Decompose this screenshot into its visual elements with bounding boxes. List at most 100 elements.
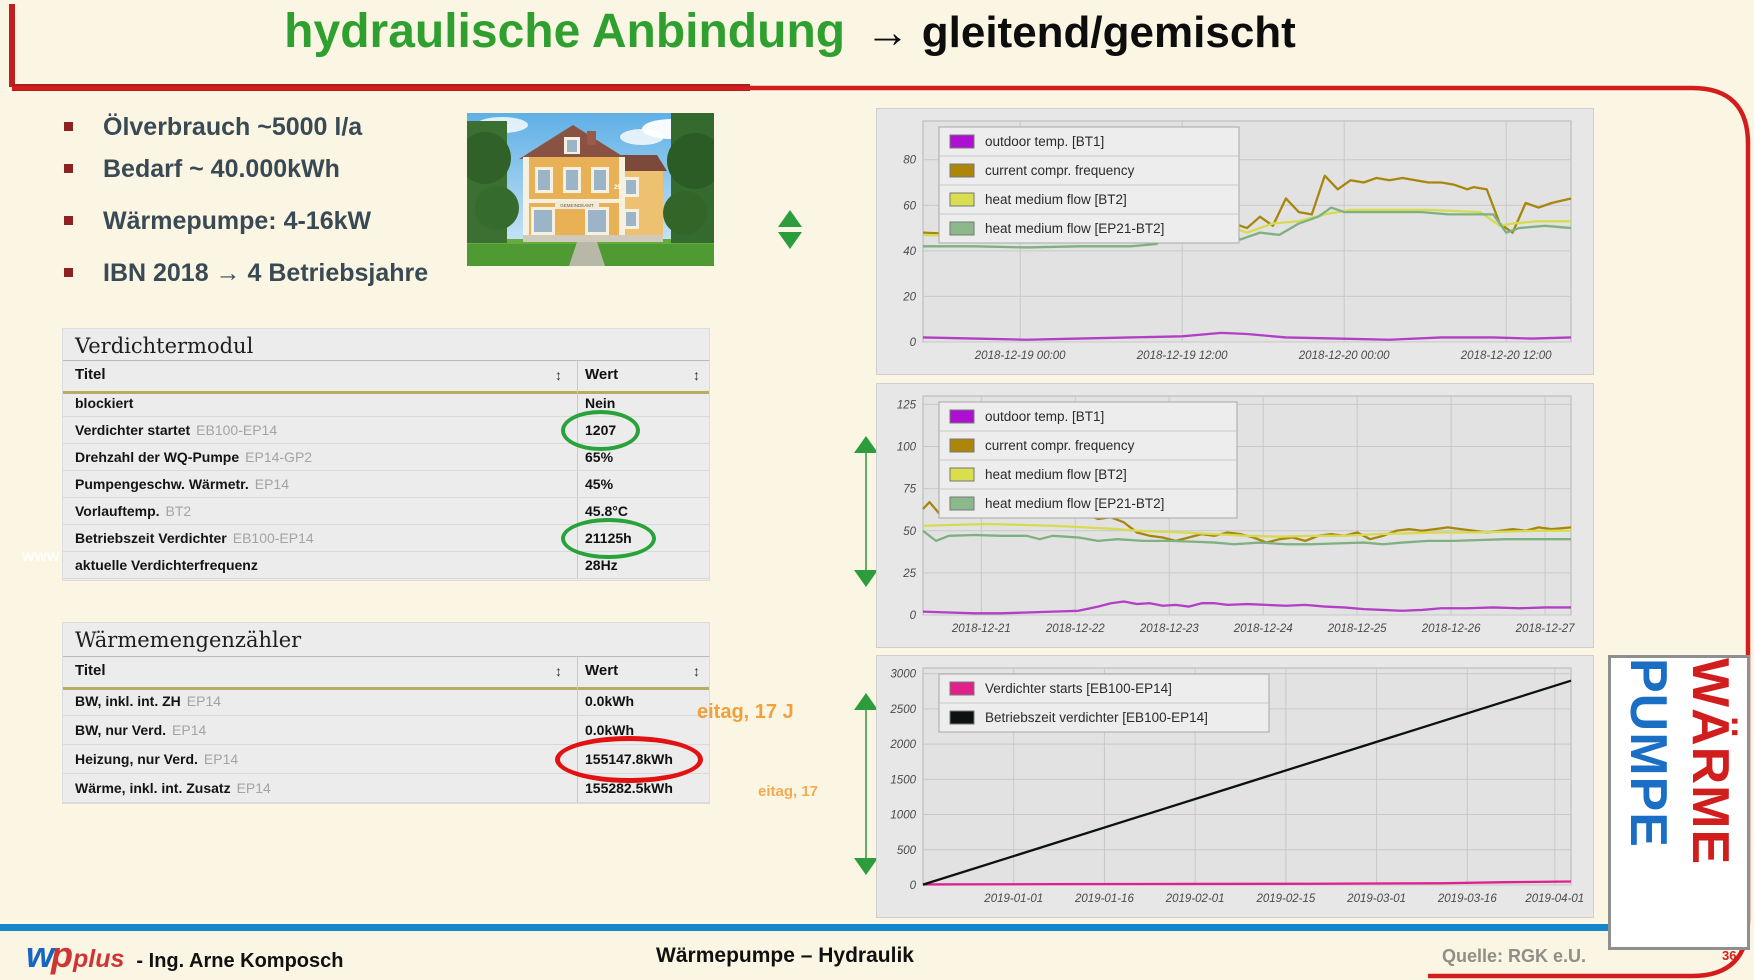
footer-brand: w p plus - Ing. Arne Komposch bbox=[26, 934, 343, 976]
legend-label: heat medium flow [EP21-BT2] bbox=[985, 496, 1164, 511]
x-tick-label: 2018-12-22 bbox=[1045, 623, 1105, 635]
row-label: Betriebszeit Verdichter EB100-EP14 bbox=[75, 530, 314, 546]
legend-swatch bbox=[949, 192, 975, 207]
column-header-wert[interactable]: Wert bbox=[585, 662, 619, 679]
table-header: Titel ↕ Wert ↕ bbox=[63, 656, 709, 690]
row-code: BT2 bbox=[165, 503, 192, 519]
logo-word-waerme: WÄRME bbox=[1681, 658, 1739, 866]
bullet-text: IBN 2018 → 4 Betriebsjahre bbox=[103, 259, 429, 287]
legend-label: heat medium flow [EP21-BT2] bbox=[985, 221, 1164, 236]
y-tick-label: 80 bbox=[903, 155, 916, 167]
y-tick-label: 500 bbox=[897, 845, 917, 857]
y-tick-label: 75 bbox=[903, 484, 916, 496]
footer-topic: Wärmepumpe – Hydraulik bbox=[656, 944, 914, 967]
y-tick-label: 0 bbox=[910, 610, 917, 622]
footer-author: - Ing. Arne Komposch bbox=[136, 950, 344, 972]
chart-canvas: 0 20 40 60 80 2018-12-19 00:00 2018-12-19 12:0… bbox=[902, 120, 1572, 362]
y-tick-label: 1000 bbox=[890, 810, 916, 822]
y-tick-label: 125 bbox=[897, 399, 917, 411]
table-row: BW, nur Verd. EP14 0.0kWh bbox=[63, 716, 709, 745]
sort-icon[interactable]: ↕ bbox=[693, 367, 700, 383]
row-code: EP14 bbox=[172, 722, 207, 738]
sort-icon[interactable]: ↕ bbox=[555, 367, 562, 383]
legend-swatch bbox=[949, 496, 975, 511]
series-line bbox=[922, 679, 1572, 886]
y-tick-label: 100 bbox=[897, 442, 917, 454]
brand-logo-w: w bbox=[26, 934, 55, 975]
sort-icon[interactable]: ↕ bbox=[693, 663, 700, 679]
x-tick-label: 2018-12-27 bbox=[1515, 623, 1575, 635]
legend-label: outdoor temp. [BT1] bbox=[985, 134, 1104, 149]
series-line bbox=[923, 206, 1572, 249]
building-sign-text: GEMEINDEAMT bbox=[560, 203, 594, 208]
table-row: aktuelle Verdichterfrequenz 28Hz bbox=[63, 552, 709, 579]
legend-label: heat medium flow [BT2] bbox=[985, 467, 1127, 482]
table-title: Verdichtermodul bbox=[75, 334, 254, 358]
green-circle-annotation bbox=[561, 518, 656, 559]
bullet-marker-icon bbox=[64, 164, 73, 173]
footer-source: Quelle: RGK e.U. bbox=[1441, 946, 1586, 966]
y-tick-label: 50 bbox=[903, 526, 916, 538]
row-label: Vorlauftemp. BT2 bbox=[75, 503, 192, 519]
legend-swatch bbox=[949, 221, 975, 236]
green-double-arrow-chart3 bbox=[854, 693, 878, 875]
x-tick-label: 2018-12-20 12:00 bbox=[1460, 350, 1552, 362]
x-tick-label: 2018-12-21 bbox=[951, 623, 1011, 635]
legend-swatch bbox=[949, 710, 975, 725]
x-tick-label: 2018-12-25 bbox=[1327, 623, 1387, 635]
series-line bbox=[922, 600, 1571, 615]
bullet-list: Ölverbrauch ~5000 l/a Bedarf ~ 40.000kWh… bbox=[64, 108, 428, 296]
legend-label: current compr. frequency bbox=[985, 438, 1135, 453]
legend-swatch bbox=[949, 409, 975, 424]
row-value: 1207 bbox=[561, 410, 641, 451]
column-divider bbox=[577, 656, 578, 802]
table-row: Verdichter startet EB100-EP14 1207 bbox=[63, 410, 709, 451]
column-header-titel[interactable]: Titel bbox=[75, 662, 106, 679]
table-row: blockiert Nein bbox=[63, 390, 709, 417]
y-tick-label: 40 bbox=[903, 246, 916, 258]
title-underline bbox=[12, 84, 750, 91]
row-label: Heizung, nur Verd. EP14 bbox=[75, 751, 239, 767]
y-tick-label: 3000 bbox=[890, 669, 916, 681]
bullet-item: Ölverbrauch ~5000 l/a bbox=[64, 108, 428, 146]
y-tick-label: 0 bbox=[910, 880, 917, 892]
sort-icon[interactable]: ↕ bbox=[555, 663, 562, 679]
table-row: BW, inkl. int. ZH EP14 0.0kWh bbox=[63, 687, 709, 716]
row-label: Verdichter startet EB100-EP14 bbox=[75, 422, 278, 438]
red-circle-annotation bbox=[555, 736, 703, 783]
series-line bbox=[922, 522, 1571, 538]
row-value: 45% bbox=[585, 476, 614, 492]
bullet-marker-icon bbox=[64, 268, 73, 277]
row-value: 65% bbox=[585, 449, 614, 465]
table-row: Heizung, nur Verd. EP14 155147.8kWh bbox=[63, 736, 709, 783]
red-left-accent-bar bbox=[9, 4, 15, 87]
row-code: EP14 bbox=[186, 693, 222, 709]
table-row: Betriebszeit Verdichter EB100-EP14 21125h bbox=[63, 518, 709, 559]
column-header-titel[interactable]: Titel bbox=[75, 366, 106, 383]
y-tick-label: 2000 bbox=[889, 739, 916, 751]
page-number: 36 bbox=[1722, 948, 1737, 963]
x-tick-label: 2019-03-16 bbox=[1437, 893, 1497, 905]
column-divider bbox=[577, 360, 578, 579]
chart-compressor-starts-runtime: 0 500 1000 1500 2000 2500 3000 2019-01-01 2019-0… bbox=[876, 655, 1594, 918]
footer-divider-line bbox=[0, 924, 1608, 931]
row-label: blockiert bbox=[75, 395, 134, 411]
table-header: Titel ↕ Wert ↕ bbox=[63, 360, 709, 394]
row-value: Nein bbox=[585, 395, 616, 411]
table-title: Wärmemengenzähler bbox=[75, 628, 302, 652]
legend-label: Betriebszeit verdichter [EB100-EP14] bbox=[985, 710, 1208, 725]
row-label: Drehzahl der WQ-Pumpe EP14-GP2 bbox=[75, 449, 313, 465]
bullet-item: Bedarf ~ 40.000kWh bbox=[64, 150, 428, 188]
x-tick-label: 2018-12-19 12:00 bbox=[1136, 350, 1228, 362]
column-header-wert[interactable]: Wert bbox=[585, 366, 619, 383]
row-label: Wärme, inkl. int. Zusatz EP14 bbox=[75, 780, 271, 796]
watermark-orange: eitag, 17 bbox=[758, 783, 819, 800]
table-row: Pumpengeschw. Wärmetr. EP14 45% bbox=[63, 471, 709, 498]
y-tick-label: 60 bbox=[903, 200, 916, 212]
y-tick-label: 1500 bbox=[890, 774, 916, 786]
title-black-part: → gleitend/gemischt bbox=[865, 8, 1296, 57]
x-tick-label: 2018-12-20 00:00 bbox=[1298, 350, 1390, 362]
table-waermemengenzaehler: Wärmemengenzähler Titel ↕ Wert ↕ BW, ink… bbox=[62, 622, 710, 804]
series-line bbox=[922, 331, 1572, 341]
